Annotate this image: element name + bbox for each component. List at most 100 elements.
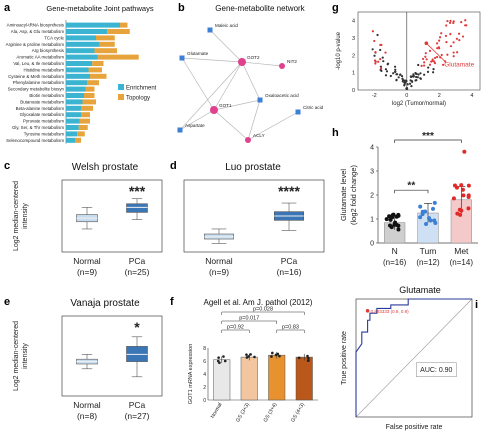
volcano-point: [444, 34, 448, 37]
volcano-point: [427, 66, 430, 69]
y-tick: 8: [203, 346, 206, 352]
volcano-point: [371, 30, 375, 33]
volcano-point: [422, 64, 426, 67]
panel-label-g: g: [332, 2, 339, 14]
enrichment-bar: [66, 35, 96, 41]
y-tick: 0: [370, 241, 374, 248]
expression-bar: [240, 356, 258, 401]
y-axis-label: True positive rate: [341, 331, 348, 385]
volcano-point: [436, 55, 439, 59]
volcano-point: [393, 65, 397, 68]
panel-a: a Gene-metabolite Joint pathways Aminoac…: [0, 0, 170, 150]
sample-point: [271, 351, 274, 355]
panel-i-title: Glutamate: [399, 285, 441, 295]
volcano-point: [386, 63, 389, 66]
network-edge: [241, 61, 283, 67]
pvalue-bracket: [221, 329, 250, 333]
group-n: (n=8): [77, 411, 97, 421]
sample-point: [217, 356, 220, 359]
sample-point: [460, 187, 465, 192]
group-n: (n=27): [125, 411, 150, 421]
cutoff-label: 0.883333 (0.9, 0.9): [371, 309, 410, 314]
volcano-point: [371, 48, 374, 51]
volcano-point: [385, 70, 389, 73]
network-edge: [213, 61, 243, 111]
expression-bar: [213, 359, 231, 401]
pathway-label: Selenocompound metabolism: [6, 138, 64, 143]
volcano-point: [373, 54, 376, 57]
group-label: N: [392, 246, 398, 256]
sample-point: [461, 193, 466, 198]
pathway-label: Glyoxalate metabolism: [20, 112, 65, 117]
y-tick: 2: [203, 385, 206, 391]
topology-bar: [96, 35, 115, 41]
x-tick: 0: [405, 93, 408, 99]
sig-bracket-mid: [394, 189, 429, 194]
roc-curve: [355, 298, 472, 417]
sample-point: [307, 359, 310, 362]
enrichment-bar: [66, 29, 108, 34]
cutoff-point: [365, 309, 370, 313]
volcano-point: [416, 76, 419, 79]
node-label: Glutamate: [187, 51, 209, 56]
volcano-point: [441, 63, 445, 66]
panel-label-d: d: [170, 160, 177, 172]
volcano-point: [374, 62, 377, 65]
volcano-point: [445, 41, 448, 44]
volcano-point: [395, 78, 398, 81]
volcano-point: [384, 74, 388, 77]
volcano-point: [425, 58, 428, 61]
legend-swatch: [118, 94, 124, 100]
topology-bar: [90, 73, 107, 79]
metabolite-node: [207, 27, 213, 33]
volcano-point: [382, 60, 385, 63]
volcano-point: [379, 58, 382, 61]
significance-marker: ***: [129, 183, 146, 199]
volcano-point: [423, 61, 426, 64]
pathway-label: Val, Leu, & Ile metabolism: [13, 61, 64, 66]
volcano-point: [452, 55, 455, 58]
topology-bar: [82, 99, 96, 105]
volcano-point: [400, 75, 404, 78]
volcano-point: [460, 21, 463, 24]
panel-label-b: b: [178, 2, 185, 14]
volcano-point: [402, 78, 405, 82]
sample-point: [390, 215, 395, 220]
topology-bar: [107, 29, 130, 34]
y-tick: 1: [352, 71, 355, 77]
gene-node: [210, 106, 218, 114]
panel-label-h: h: [332, 127, 339, 139]
volcano-point: [405, 79, 408, 83]
volcano-point: [433, 60, 436, 63]
panel-b-network: Maleic acid Glutamate GOT2 NIT2 Oxaloacetic …: [177, 23, 324, 143]
enrichment-bar: [66, 48, 95, 54]
group-n: (n=25): [125, 267, 150, 277]
y-axis-label: Log2 median-centered: [13, 181, 20, 251]
panel-f-title: Agell et al. Am J. pathol (2012): [203, 298, 313, 307]
panel-f: f Agell et al. Am J. pathol (2012) 0 2 4 6 8…: [168, 290, 330, 444]
panel-c-boxplot: Log2 median-centered intensity Normal(n=9)…: [13, 179, 163, 277]
volcano-point: [452, 21, 455, 25]
y-axis-label: (log2 fold change): [349, 164, 358, 225]
sample-point: [466, 206, 471, 211]
enrichment-bar: [66, 93, 84, 98]
volcano-point: [438, 36, 442, 39]
volcano-point: [449, 19, 452, 22]
gene-node: [279, 63, 285, 69]
y-tick: 0: [203, 398, 206, 404]
pvalue-label: p=0.92: [227, 325, 244, 331]
topology-bar: [84, 93, 95, 98]
group-label: PCa: [129, 256, 146, 266]
network-edge: [209, 29, 243, 63]
topology-bar: [81, 112, 90, 118]
group-label: Normal: [205, 256, 233, 266]
volcano-point: [421, 57, 425, 61]
y-tick: 4: [203, 372, 206, 378]
panel-b-title: Gene-metabolite network: [215, 4, 305, 13]
panel-g-volcano: -2 0 2 4 0 1 2 3 4 log2 (Tumor/normal) -log10 p-va…: [336, 11, 481, 107]
sample-point: [432, 200, 437, 205]
sample-point: [389, 225, 394, 230]
sample-point: [278, 354, 281, 358]
volcano-point: [410, 85, 413, 88]
plot-frame: [61, 315, 163, 397]
